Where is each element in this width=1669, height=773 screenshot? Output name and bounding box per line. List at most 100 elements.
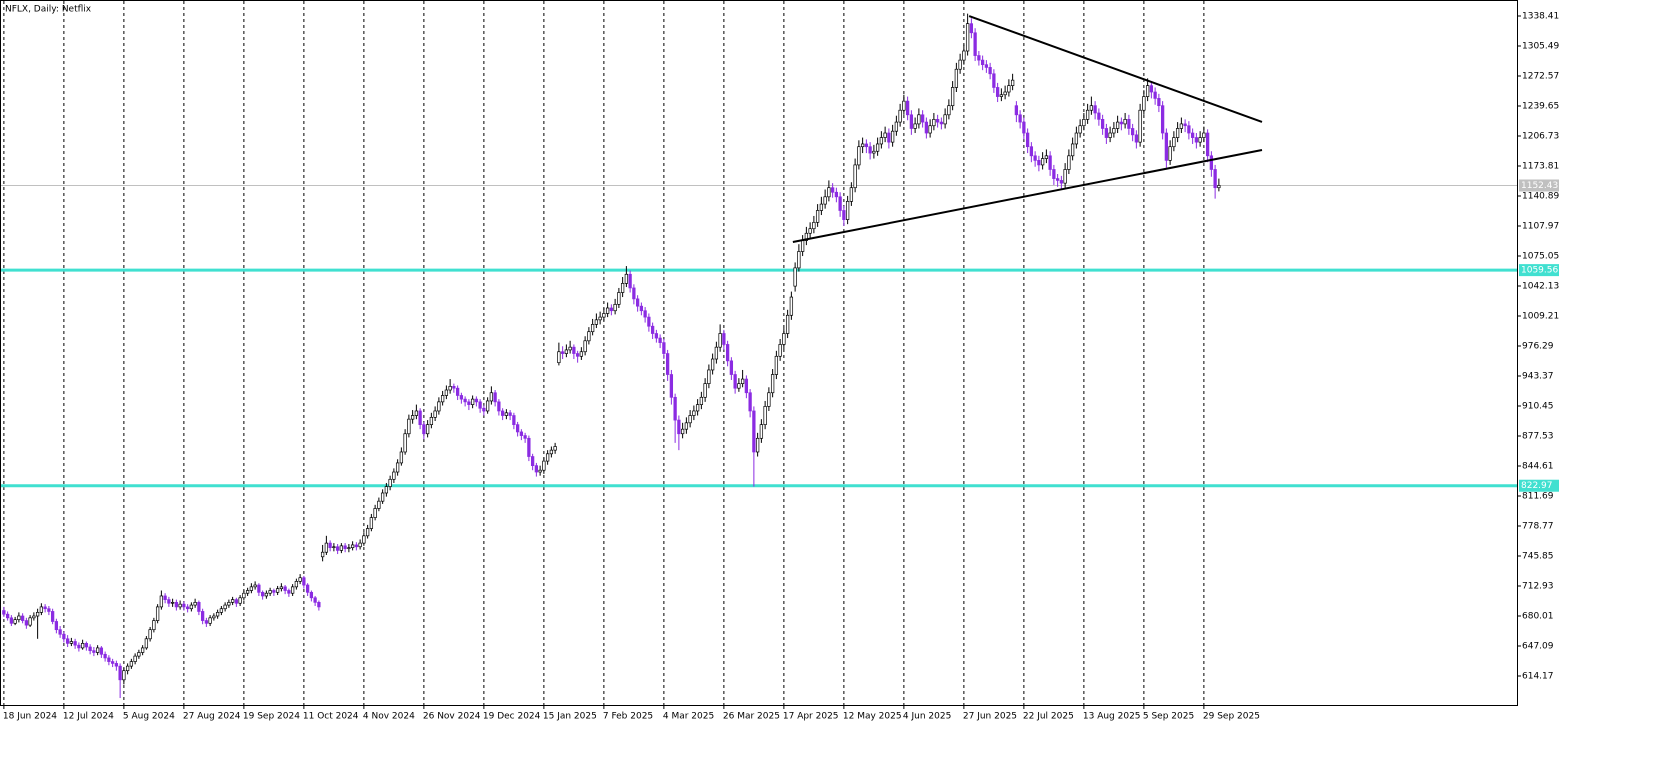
candle-body (1179, 123, 1184, 129)
y-tick-label: 1107.97 (1522, 222, 1559, 232)
candle-body (80, 643, 85, 649)
candle-body (328, 542, 332, 549)
y-tick-label: 844.61 (1522, 462, 1554, 472)
candle-body (819, 203, 824, 211)
candle-body (185, 606, 190, 610)
candle-body (478, 401, 482, 409)
x-tick-label: 19 Dec 2024 (483, 712, 541, 722)
y-tick-label: 778.77 (1522, 522, 1554, 532)
candle-body (95, 647, 100, 653)
candle-body (178, 603, 182, 608)
candle-body (797, 251, 801, 269)
candle-body (65, 638, 70, 644)
candle-body (624, 273, 629, 284)
y-tick-label: 1140.89 (1522, 192, 1559, 202)
candle-body (827, 187, 831, 198)
candle-body (575, 353, 580, 357)
candle-body (692, 410, 696, 416)
candle-body (590, 324, 595, 333)
candle-body (1085, 109, 1090, 120)
candle-body (1018, 114, 1022, 123)
candle-body (377, 500, 381, 509)
candle-body (155, 606, 160, 621)
candle-body (1097, 112, 1101, 120)
candle-body (28, 617, 32, 626)
candle-body (380, 492, 385, 502)
candle-body (898, 109, 902, 123)
candle-body (62, 633, 66, 640)
candle-body (497, 401, 501, 412)
candle-body (947, 105, 951, 116)
candle-body (1183, 123, 1187, 127)
candle-body (752, 410, 756, 453)
candle-body (129, 661, 134, 667)
candle-body (459, 395, 464, 400)
candle-body (1025, 132, 1030, 148)
candle-body (279, 586, 284, 590)
candle-body (1063, 169, 1067, 184)
candle-body (890, 130, 895, 143)
candle-body (677, 419, 681, 435)
candle-body (602, 313, 606, 318)
candle-body (774, 355, 779, 375)
candle-body (669, 374, 674, 398)
candle-body (913, 123, 917, 129)
candle-body (294, 581, 299, 588)
candle-body (804, 232, 809, 241)
candle-body (69, 641, 74, 644)
candle-body (215, 612, 220, 617)
candle-body (1209, 155, 1214, 170)
candle-body (845, 201, 850, 220)
candle-body (583, 340, 587, 353)
candle-body (1089, 105, 1094, 111)
candle-body (467, 401, 471, 405)
candle-body (1022, 121, 1026, 134)
candle-body (587, 331, 591, 342)
candle-body (628, 273, 632, 289)
candle-body (613, 303, 617, 312)
candle-body (1029, 146, 1034, 157)
candle-body (500, 410, 505, 416)
candle-body (335, 546, 340, 551)
candle-body (410, 415, 415, 420)
current-price-label: 1152.43 (1521, 181, 1558, 191)
y-tick-label: 943.37 (1522, 372, 1554, 382)
candle-body (159, 595, 164, 608)
candle-body (883, 132, 887, 138)
candle-body (853, 164, 857, 189)
candle-body (242, 592, 246, 599)
candle-body (1014, 105, 1019, 116)
candle-body (924, 121, 929, 134)
candle-body (905, 100, 910, 116)
x-tick-label: 17 Apr 2025 (783, 712, 839, 722)
candle-body (332, 546, 336, 549)
candle-body (73, 641, 77, 646)
candle-body (399, 451, 404, 464)
candle-body (212, 615, 216, 619)
candle-body (392, 471, 396, 480)
candle-body (1119, 121, 1124, 125)
candle-body (5, 613, 10, 619)
candle-body (939, 121, 944, 125)
y-tick-label: 877.53 (1522, 432, 1554, 442)
candle-body (425, 424, 430, 435)
candle-body (47, 608, 51, 612)
candle-body (740, 378, 745, 384)
candle-body (414, 410, 419, 416)
candle-body (84, 643, 89, 648)
candle-body (114, 663, 119, 667)
candle-body (152, 620, 156, 631)
candle-body (920, 114, 925, 123)
candle-body (714, 346, 719, 360)
candle-body (512, 415, 516, 425)
candle-body (542, 460, 546, 471)
y-tick-label: 1075.05 (1522, 252, 1559, 262)
candle-body (999, 94, 1004, 97)
candle-body (369, 517, 374, 529)
x-tick-label: 18 Jun 2024 (3, 712, 57, 722)
candle-body (433, 410, 437, 418)
candle-body (639, 305, 644, 312)
candle-body (767, 392, 771, 407)
candle-body (909, 114, 914, 129)
